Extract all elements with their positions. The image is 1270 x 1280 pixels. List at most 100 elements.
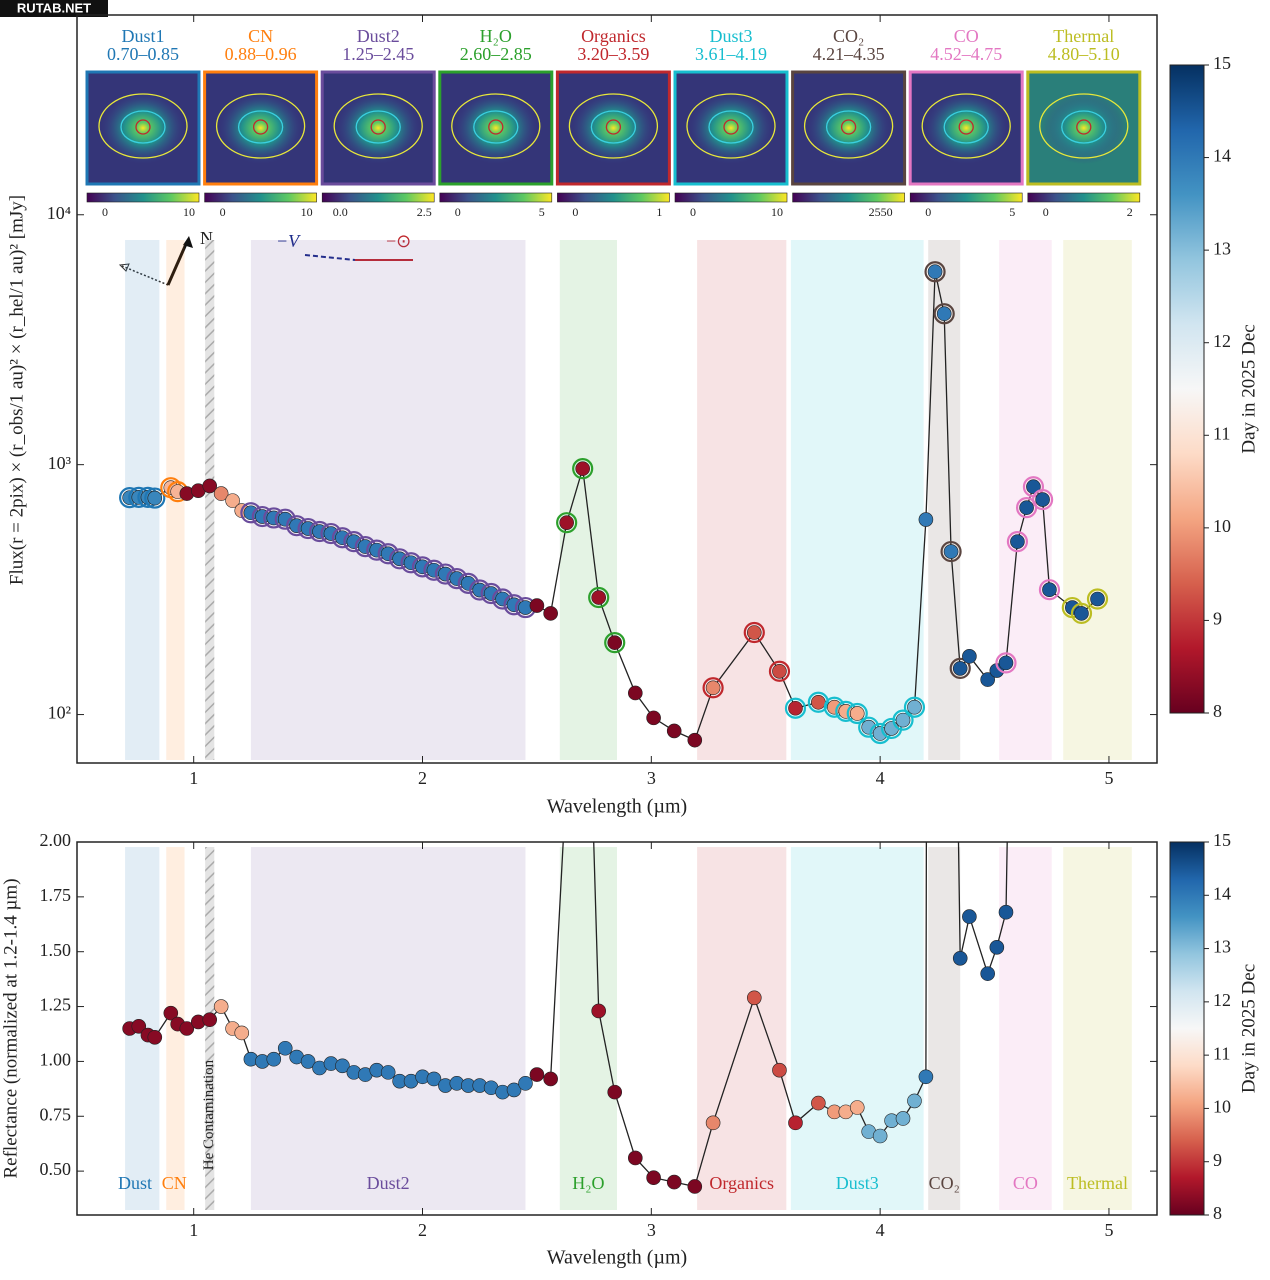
band-range: 3.61–4.19 bbox=[695, 44, 767, 64]
band-range: 0.70–0.85 bbox=[107, 44, 179, 64]
band-shade bbox=[1063, 847, 1132, 1210]
contour bbox=[252, 119, 269, 135]
data-point bbox=[147, 490, 163, 506]
band-ring bbox=[1086, 588, 1109, 610]
data-point bbox=[202, 478, 218, 494]
contour bbox=[590, 110, 637, 144]
x-tick-label: 3 bbox=[647, 768, 656, 788]
band-title: Dust1 bbox=[121, 26, 164, 46]
band-title: Organics bbox=[581, 26, 646, 46]
data-point bbox=[426, 1071, 442, 1087]
band-ring bbox=[892, 709, 914, 731]
data-point bbox=[163, 1005, 179, 1021]
thumb-colorbar bbox=[204, 192, 317, 203]
data-point bbox=[772, 1062, 787, 1078]
data-point bbox=[277, 1040, 293, 1056]
data-point bbox=[335, 1058, 350, 1074]
he-band bbox=[205, 240, 215, 760]
y-tick-label: 1.75 bbox=[40, 885, 72, 905]
data-point bbox=[952, 950, 968, 966]
he-label: He Contamination bbox=[201, 1059, 217, 1170]
contour bbox=[686, 93, 776, 159]
data-point bbox=[543, 606, 558, 621]
thumbnail-glow bbox=[571, 92, 656, 164]
data-point bbox=[936, 306, 952, 322]
colorbar-tick-label: 8 bbox=[1213, 701, 1222, 721]
x-tick-label: 5 bbox=[1104, 768, 1113, 788]
x-tick-label: 4 bbox=[876, 768, 885, 788]
data-point bbox=[861, 719, 876, 735]
data-point bbox=[666, 1174, 682, 1190]
band-ring bbox=[1006, 531, 1029, 553]
data-point bbox=[1042, 582, 1057, 597]
plot-area bbox=[119, 240, 1132, 760]
data-point bbox=[1026, 479, 1041, 495]
contour bbox=[237, 110, 284, 144]
band-shade bbox=[790, 240, 924, 760]
band-label: CN bbox=[162, 1173, 187, 1193]
band-range: 0.88–0.96 bbox=[225, 44, 297, 64]
band-label: Dust2 bbox=[367, 1173, 410, 1193]
band-title: CO bbox=[954, 26, 979, 46]
band-range: 4.21–4.35 bbox=[813, 44, 885, 64]
data-point bbox=[225, 493, 240, 508]
contour bbox=[370, 119, 386, 135]
axes-frame bbox=[76, 14, 1158, 764]
x-tick-label: 3 bbox=[647, 1220, 656, 1240]
band-ring bbox=[903, 696, 926, 718]
data-point bbox=[998, 655, 1014, 671]
thumb-colorbar-label: 0 bbox=[220, 205, 226, 219]
thumbnail-glow bbox=[218, 92, 303, 164]
y-tick-label: 1.50 bbox=[40, 940, 72, 960]
data-point bbox=[266, 1051, 282, 1067]
thumb-colorbar-label: 0 bbox=[572, 205, 578, 219]
data-point bbox=[989, 940, 1005, 955]
thumb-colorbar bbox=[674, 192, 788, 203]
data-point bbox=[849, 1100, 865, 1115]
thumbnail-glow bbox=[1041, 92, 1126, 164]
data-point bbox=[543, 1071, 558, 1087]
band-ring bbox=[1038, 579, 1061, 601]
colorbar-tick-label: 11 bbox=[1213, 423, 1230, 443]
colorbar-tick-label: 12 bbox=[1213, 331, 1231, 351]
band-label: CO₂ bbox=[929, 1173, 960, 1193]
y-tick-label: 1.25 bbox=[40, 995, 72, 1015]
band-ring bbox=[1031, 488, 1054, 511]
contour bbox=[825, 110, 872, 144]
contour bbox=[98, 93, 188, 159]
x-tick-label: 2 bbox=[418, 1220, 427, 1240]
band-shade bbox=[559, 847, 617, 1210]
contour bbox=[840, 119, 857, 135]
colorbar-tick-label: 12 bbox=[1213, 990, 1231, 1010]
band-shade bbox=[250, 240, 526, 760]
y-tick-label: 10² bbox=[48, 703, 71, 723]
he-band bbox=[205, 847, 215, 1210]
colorbar-tick-label: 13 bbox=[1213, 238, 1231, 258]
thumb-colorbar bbox=[557, 192, 670, 203]
band-ring bbox=[933, 303, 955, 325]
data-point bbox=[962, 649, 977, 664]
y-tick-label: 2.00 bbox=[40, 830, 72, 850]
x-tick-label: 1 bbox=[189, 1220, 198, 1240]
data-point bbox=[607, 1084, 623, 1100]
band-ring bbox=[924, 261, 946, 283]
data-point bbox=[380, 1065, 396, 1080]
colorbar-tick-label: 11 bbox=[1213, 1043, 1230, 1063]
contour bbox=[943, 110, 989, 144]
contour bbox=[215, 93, 306, 159]
colorbar-tick-label: 14 bbox=[1213, 883, 1231, 903]
data-point bbox=[591, 590, 606, 605]
x-tick-label: 1 bbox=[189, 768, 198, 788]
colorbar-tick-label: 8 bbox=[1213, 1203, 1222, 1223]
band-ring bbox=[995, 652, 1017, 674]
contour bbox=[803, 93, 894, 159]
contour bbox=[1061, 110, 1107, 144]
contour bbox=[488, 119, 504, 135]
plot-area bbox=[122, 842, 1132, 1210]
watermark: RUTAB.NET bbox=[17, 0, 91, 15]
thumb-colorbar-label: 2550 bbox=[869, 205, 893, 219]
y-tick-label: 0.50 bbox=[40, 1159, 72, 1179]
colorbar-tick-label: 9 bbox=[1213, 1150, 1222, 1170]
compass bbox=[118, 236, 413, 286]
